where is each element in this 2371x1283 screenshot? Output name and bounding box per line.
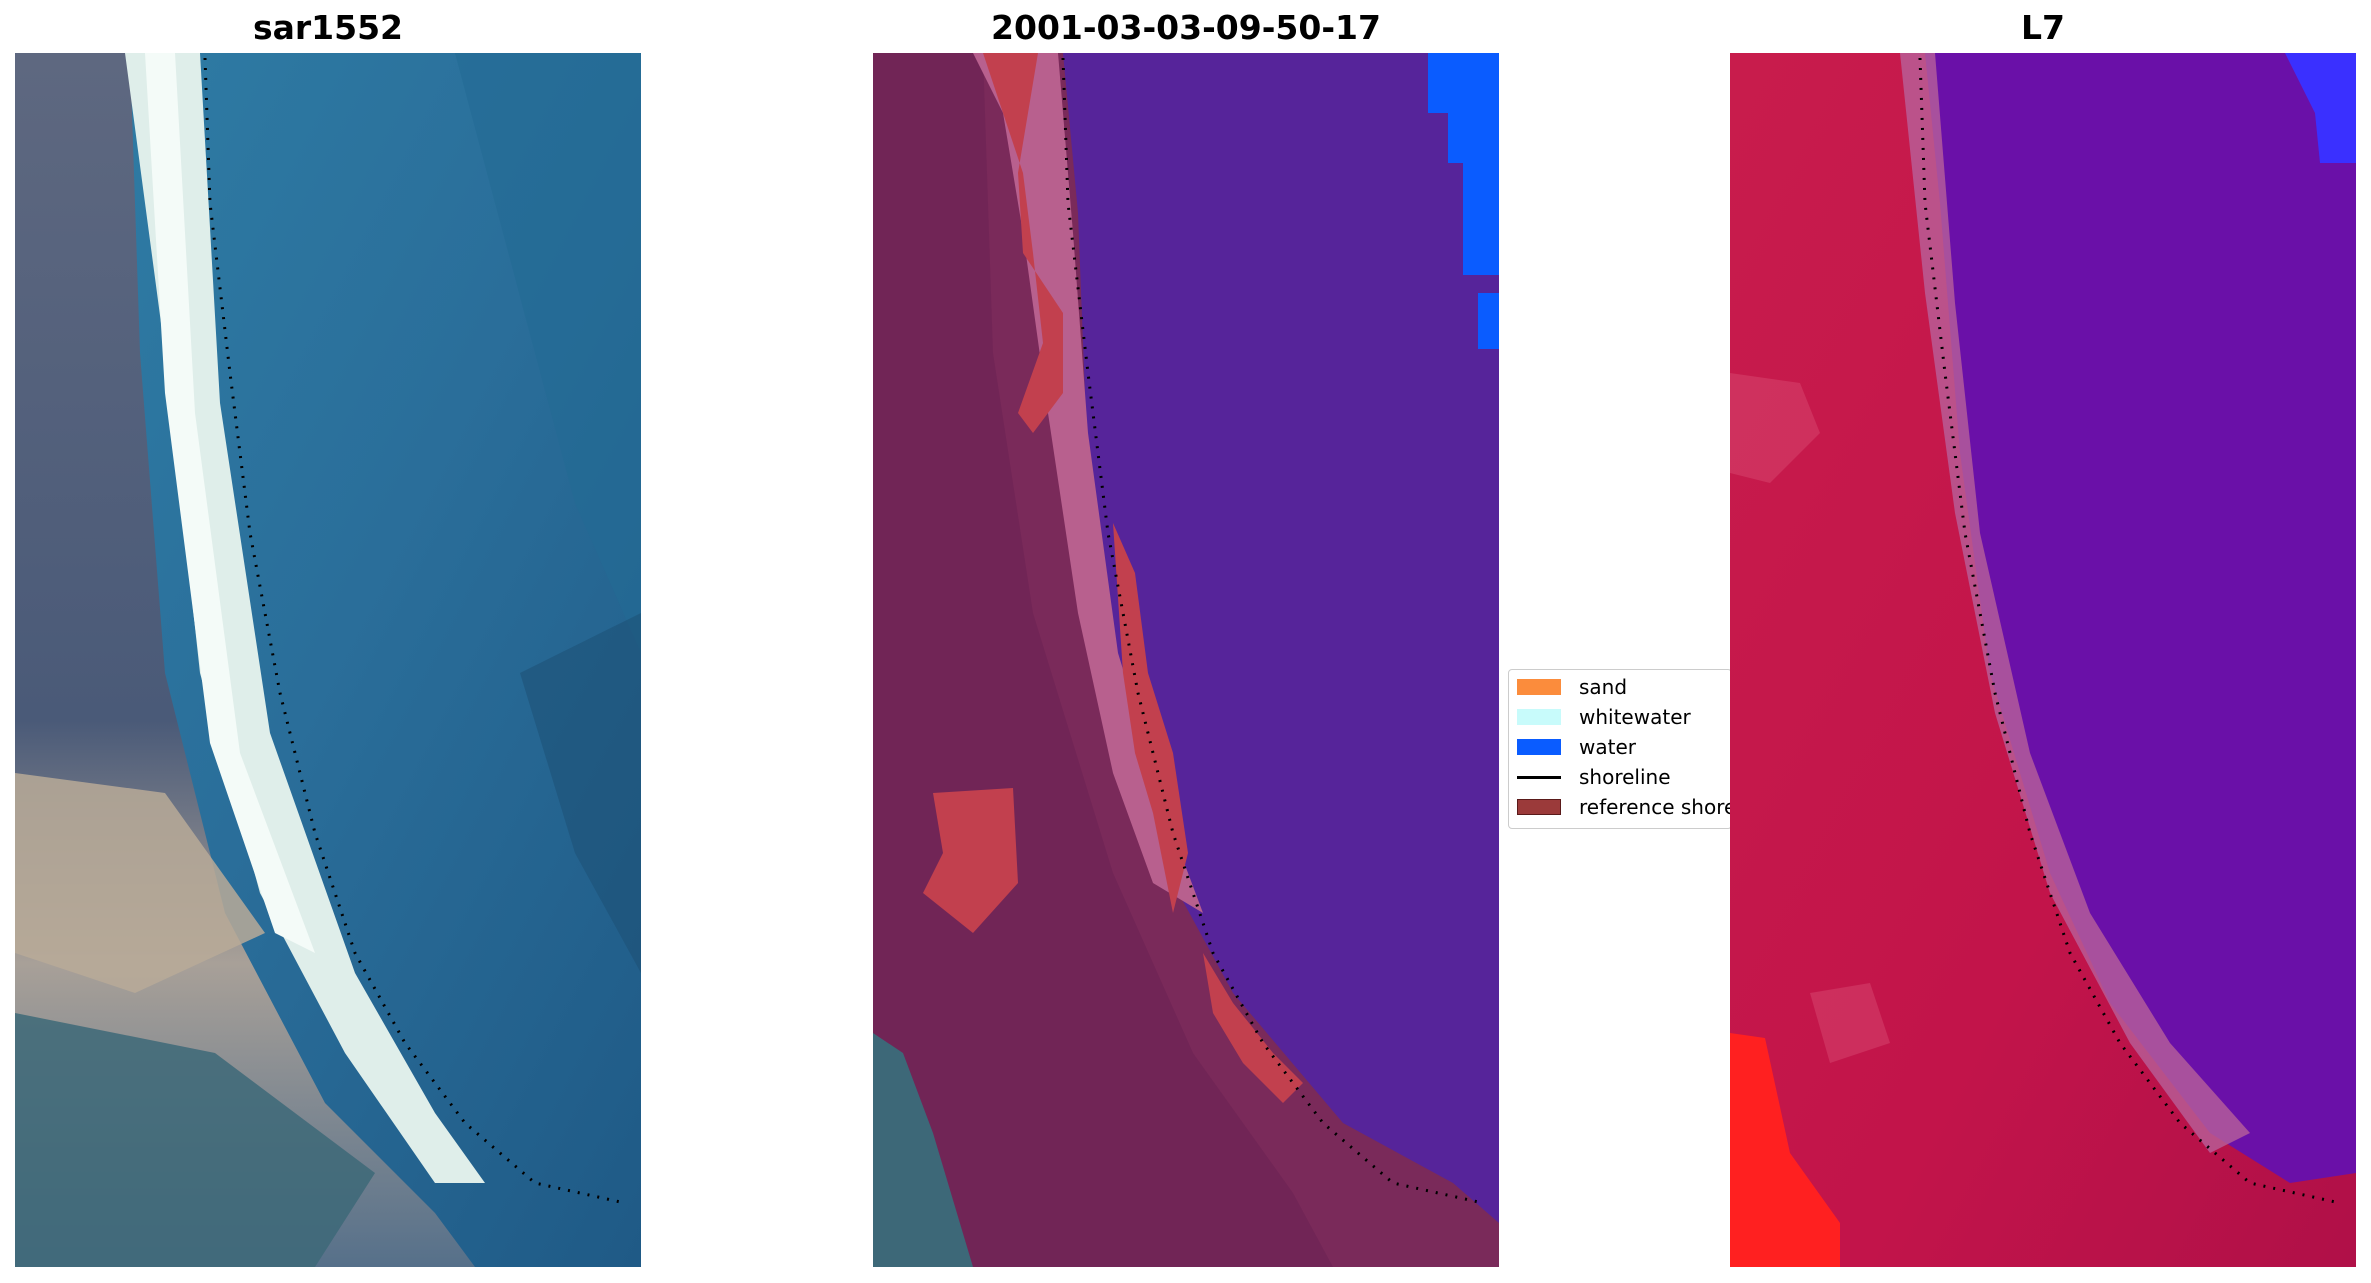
legend-label-water: water: [1579, 735, 1636, 759]
index-image: [1730, 53, 2356, 1267]
legend-item-water: water: [1517, 735, 1636, 759]
rgb-panel-title: sar1552: [252, 8, 404, 47]
water-swatch: [1517, 739, 1561, 755]
rgb-image: [15, 53, 641, 1267]
legend-item-shoreline: shoreline: [1517, 765, 1671, 789]
legend-item-sand: sand: [1517, 675, 1627, 699]
whitewater-swatch: [1517, 709, 1561, 725]
sand-swatch: [1517, 679, 1561, 695]
legend: sand whitewater water shoreline referenc…: [1508, 669, 1732, 829]
classified-image: [873, 53, 1499, 1267]
legend-item-whitewater: whitewater: [1517, 705, 1691, 729]
reference-shoreline-swatch: [1517, 799, 1561, 815]
legend-label-sand: sand: [1579, 675, 1628, 699]
index-panel-title: L7: [2021, 8, 2065, 47]
legend-item-reference-shoreline: reference shoreline: [1517, 795, 1731, 819]
classified-panel-title: 2001-03-03-09-50-17: [991, 8, 1381, 47]
shoreline-swatch: [1517, 775, 1561, 779]
legend-label-whitewater: whitewater: [1579, 705, 1691, 729]
legend-label-reference-shoreline: reference shoreline: [1579, 795, 1731, 819]
legend-label-shoreline: shoreline: [1579, 765, 1671, 789]
